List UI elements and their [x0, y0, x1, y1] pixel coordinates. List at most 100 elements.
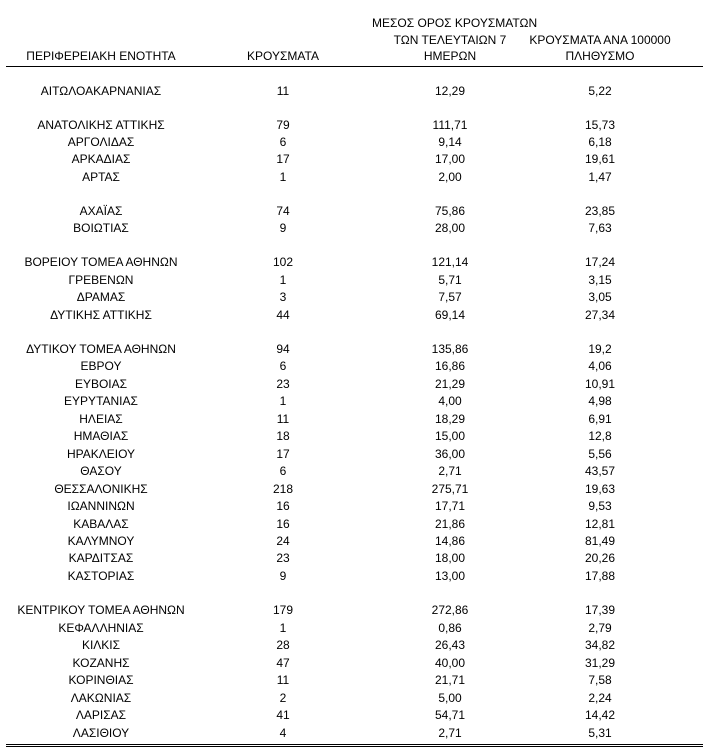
header-region: ΠΕΡΙΦΕΡΕΙΑΚΗ ΕΝΟΤΗΤΑ — [26, 49, 176, 63]
region-cell: ΑΡΚΑΔΙΑΣ — [71, 152, 131, 166]
header-avg-line3: ΗΜΕΡΩΝ — [423, 49, 477, 63]
region-cell: ΚΕΦΑΛΛΗΝΙΑΣ — [58, 621, 144, 635]
cases-cell: 6 — [279, 135, 287, 149]
avg-7day-cell: 28,00 — [434, 221, 466, 235]
per-100k-cell: 7,63 — [588, 221, 612, 235]
per-100k-cell: 10,91 — [584, 377, 616, 391]
table-row: ΚΑΛΥΜΝΟΥ 24 14,86 81,49 — [0, 533, 707, 550]
avg-7day-cell: 13,00 — [434, 569, 466, 583]
avg-7day-cell: 40,00 — [434, 656, 466, 670]
table-row: ΘΕΣΣΑΛΟΝΙΚΗΣ 218 275,71 19,63 — [0, 481, 707, 498]
region-cell: ΗΜΑΘΙΑΣ — [73, 429, 129, 443]
cases-cell: 79 — [276, 118, 290, 132]
table-row: ΚΙΛΚΙΣ 28 26,43 34,82 — [0, 637, 707, 654]
table-row: ΚΕΦΑΛΛΗΝΙΑΣ 1 0,86 2,79 — [0, 620, 707, 637]
cases-cell: 179 — [272, 603, 294, 617]
per-100k-cell: 14,42 — [584, 708, 616, 722]
region-cell: ΓΡΕΒΕΝΩΝ — [68, 273, 134, 287]
avg-7day-cell: 21,71 — [434, 673, 466, 687]
avg-7day-cell: 2,71 — [438, 464, 462, 478]
per-100k-cell: 17,88 — [584, 569, 616, 583]
header-per100k-line2: ΠΛΗΘΥΣΜΟ — [565, 49, 635, 63]
per-100k-cell: 3,15 — [588, 273, 612, 287]
region-cell: ΚΑΡΔΙΤΣΑΣ — [68, 551, 134, 565]
per-100k-cell: 3,05 — [588, 290, 612, 304]
table-row: ΑΡΚΑΔΙΑΣ 17 17,00 19,61 — [0, 151, 707, 168]
avg-7day-cell: 12,29 — [434, 84, 466, 98]
per-100k-cell: 23,85 — [584, 204, 616, 218]
cases-cell: 41 — [276, 708, 290, 722]
avg-7day-cell: 2,00 — [438, 170, 462, 184]
region-cell: ΘΑΣΟΥ — [80, 464, 122, 478]
table-row: ΔΡΑΜΑΣ 3 7,57 3,05 — [0, 289, 707, 306]
avg-7day-cell: 75,86 — [434, 204, 466, 218]
avg-7day-cell: 0,86 — [438, 621, 462, 635]
cases-cell: 17 — [276, 447, 290, 461]
region-cell: ΛΑΡΙΣΑΣ — [75, 708, 127, 722]
cases-cell: 11 — [276, 412, 290, 426]
table-row: ΚΟΡΙΝΘΙΑΣ 11 21,71 7,58 — [0, 672, 707, 689]
per-100k-cell: 7,58 — [588, 673, 612, 687]
region-cell: ΑΙΤΩΛΟΑΚΑΡΝΑΝΙΑΣ — [40, 84, 162, 98]
avg-7day-cell: 69,14 — [434, 308, 466, 322]
cases-cell: 23 — [276, 377, 290, 391]
cases-cell: 4 — [279, 726, 287, 740]
per-100k-cell: 15,73 — [584, 118, 616, 132]
cases-cell: 11 — [276, 84, 290, 98]
region-cell: ΒΟΡΕΙΟΥ ΤΟΜΕΑ ΑΘΗΝΩΝ — [24, 255, 178, 269]
region-cell: ΙΩΑΝΝΙΝΩΝ — [67, 499, 135, 513]
cases-cell: 3 — [279, 290, 287, 304]
table-row: ΒΟΙΩΤΙΑΣ 9 28,00 7,63 — [0, 220, 707, 237]
avg-7day-cell: 275,71 — [431, 482, 469, 496]
cases-cell: 6 — [279, 464, 287, 478]
region-cell: ΑΡΤΑΣ — [82, 170, 120, 184]
avg-7day-cell: 18,00 — [434, 551, 466, 565]
region-cell: ΚΙΛΚΙΣ — [81, 638, 121, 652]
table-row: ΒΟΡΕΙΟΥ ΤΟΜΕΑ ΑΘΗΝΩΝ 102 121,14 17,24 — [0, 254, 707, 271]
avg-7day-cell: 272,86 — [431, 603, 469, 617]
region-cell: ΛΑΚΩΝΙΑΣ — [70, 691, 132, 705]
table-row: ΘΑΣΟΥ 6 2,71 43,57 — [0, 463, 707, 480]
avg-7day-cell: 21,86 — [434, 517, 466, 531]
region-cell: ΕΒΡΟΥ — [80, 359, 122, 373]
per-100k-cell: 20,26 — [584, 551, 616, 565]
avg-7day-cell: 16,86 — [434, 359, 466, 373]
per-100k-cell: 19,61 — [584, 152, 616, 166]
region-cell: ΑΡΓΟΛΙΔΑΣ — [67, 135, 135, 149]
per-100k-cell: 12,81 — [584, 517, 616, 531]
cases-cell: 9 — [279, 221, 287, 235]
cases-cell: 16 — [276, 517, 290, 531]
bottom-divider-2 — [6, 746, 703, 747]
header-divider — [6, 66, 703, 67]
table-row: ΗΛΕΙΑΣ 11 18,29 6,91 — [0, 411, 707, 428]
cases-cell: 1 — [279, 621, 287, 635]
cases-cell: 9 — [279, 569, 287, 583]
per-100k-cell: 19,2 — [588, 342, 612, 356]
region-cell: ΕΥΡΥΤΑΝΙΑΣ — [64, 394, 138, 408]
region-cell: ΚΑΛΥΜΝΟΥ — [67, 534, 135, 548]
per-100k-cell: 5,56 — [588, 447, 612, 461]
avg-7day-cell: 21,29 — [434, 377, 466, 391]
avg-7day-cell: 18,29 — [434, 412, 466, 426]
table-row: ΔΥΤΙΚΗΣ ΑΤΤΙΚΗΣ 44 69,14 27,34 — [0, 307, 707, 324]
cases-cell: 18 — [276, 429, 290, 443]
table-row: ΚΑΒΑΛΑΣ 16 21,86 12,81 — [0, 516, 707, 533]
cases-cell: 47 — [276, 656, 290, 670]
region-cell: ΔΥΤΙΚΟΥ ΤΟΜΕΑ ΑΘΗΝΩΝ — [26, 342, 176, 356]
table-row: ΚΑΡΔΙΤΣΑΣ 23 18,00 20,26 — [0, 550, 707, 567]
region-cell: ΛΑΣΙΘΙΟΥ — [72, 726, 130, 740]
avg-7day-cell: 54,71 — [434, 708, 466, 722]
per-100k-cell: 2,24 — [588, 691, 612, 705]
table-row: ΙΩΑΝΝΙΝΩΝ 16 17,71 9,53 — [0, 498, 707, 515]
cases-cell: 218 — [272, 482, 294, 496]
per-100k-cell: 1,47 — [588, 170, 612, 184]
region-cell: ΒΟΙΩΤΙΑΣ — [73, 221, 129, 235]
header-per100k-line1: ΚΡΟΥΣΜΑΤΑ ΑΝΑ 100000 — [529, 33, 671, 47]
region-cell: ΕΥΒΟΙΑΣ — [74, 377, 128, 391]
cases-cell: 23 — [276, 551, 290, 565]
per-100k-cell: 19,63 — [584, 482, 616, 496]
cases-cell: 16 — [276, 499, 290, 513]
avg-7day-cell: 121,14 — [431, 255, 469, 269]
table-row: ΚΟΖΑΝΗΣ 47 40,00 31,29 — [0, 655, 707, 672]
